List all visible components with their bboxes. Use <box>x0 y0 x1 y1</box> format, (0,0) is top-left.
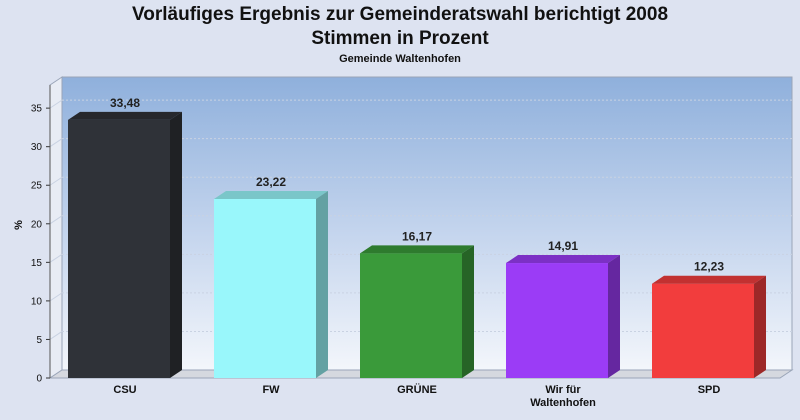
y-tick-label: 0 <box>36 374 42 385</box>
bar-side <box>462 245 474 378</box>
y-tick-label: 35 <box>31 104 43 115</box>
bar-value-label: 33,48 <box>110 96 140 110</box>
gridline-side <box>49 292 63 302</box>
y-tick-label: 10 <box>31 296 43 307</box>
chart-subtitle: Gemeinde Waltenhofen <box>339 53 461 65</box>
y-tick-label: 30 <box>31 142 43 153</box>
x-tick-label: SPD <box>698 384 721 396</box>
bar-top <box>652 275 766 284</box>
gridline-side <box>49 138 63 148</box>
gridline-side <box>49 99 63 109</box>
bar <box>360 253 462 378</box>
chart-title-line1: Vorläufiges Ergebnis zur Gemeinderatswah… <box>131 4 669 25</box>
bar-top <box>506 255 620 264</box>
bar <box>68 119 170 379</box>
bar-value-label: 14,91 <box>548 239 578 253</box>
x-tick-label: CSU <box>113 384 136 396</box>
gridline-side <box>49 215 63 225</box>
gridline-side <box>49 176 63 186</box>
x-tick-label: FW <box>262 384 280 396</box>
bar-value-label: 12,23 <box>694 260 724 274</box>
y-tick-label: 15 <box>31 258 43 269</box>
bar-top <box>68 111 182 120</box>
bar-top <box>214 190 328 199</box>
bar-value-label: 16,17 <box>402 229 432 243</box>
bar <box>506 263 608 378</box>
y-tick-label: 25 <box>31 181 43 192</box>
chart-title-line2: Stimmen in Prozent <box>311 28 489 49</box>
bar-value-label: 23,22 <box>256 175 286 189</box>
bar-side <box>608 255 620 378</box>
gridline-side <box>49 331 63 340</box>
bar-side <box>170 111 182 379</box>
y-tick-label: 20 <box>31 219 43 230</box>
x-tick-label: Waltenhofen <box>530 397 596 409</box>
x-tick-label: Wir für <box>545 384 581 396</box>
bar <box>214 198 316 378</box>
y-tick-label: 5 <box>36 335 42 346</box>
bar-side <box>754 275 766 378</box>
x-tick-label: GRÜNE <box>397 383 437 396</box>
gridline-side <box>49 253 63 263</box>
y-axis-label: % <box>13 220 25 230</box>
bar <box>652 283 754 378</box>
bar-side <box>316 190 328 378</box>
bar-top <box>360 245 474 254</box>
